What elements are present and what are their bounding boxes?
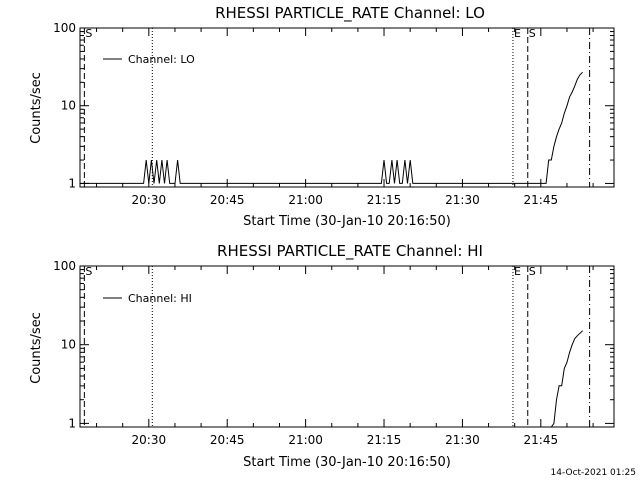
- x-tick-label: 20:30: [132, 433, 167, 447]
- event-marker-label: S: [529, 27, 536, 40]
- event-marker-label: S: [529, 265, 536, 278]
- x-tick-label: 21:00: [288, 193, 323, 207]
- x-tick-label: 21:45: [524, 193, 559, 207]
- x-tick-label: 21:15: [367, 193, 402, 207]
- event-marker-label: S: [85, 27, 92, 40]
- generation-timestamp: 14-Oct-2021 01:25: [551, 468, 636, 478]
- plot-frame: [79, 265, 615, 428]
- legend-entry: Channel: LO: [128, 53, 195, 66]
- y-tick-label: 100: [53, 21, 76, 35]
- legend-entry: Channel: HI: [128, 292, 192, 305]
- x-tick-label: 21:15: [367, 433, 402, 447]
- panel-hi: RHESSI PARTICLE_RATE Channel: HI 20:30 20…: [29, 242, 615, 470]
- x-tick-label: 21:30: [445, 433, 480, 447]
- event-marker-label: S: [85, 265, 92, 278]
- data-series: [80, 71, 583, 184]
- x-axis: 20:30 20:45 21:00 21:15 21:30 21:45: [96, 266, 594, 447]
- x-tick-label: 21:45: [524, 433, 559, 447]
- series-line: [80, 71, 583, 184]
- x-tick-label: 20:45: [210, 433, 245, 447]
- y-tick-label: 1: [68, 176, 76, 190]
- y-axis-label: Counts/sec: [29, 312, 44, 384]
- x-tick-label: 20:30: [132, 193, 167, 207]
- data-series: [80, 330, 583, 428]
- panel-title: RHESSI PARTICLE_RATE Channel: HI: [217, 242, 483, 261]
- y-axis-label: Counts/sec: [29, 72, 44, 144]
- x-axis: 20:30 20:45 21:00 21:15 21:30 21:45: [96, 28, 594, 207]
- x-axis-label: Start Time (30-Jan-10 20:16:50): [243, 455, 451, 470]
- y-axis: 1 10 100: [53, 21, 614, 190]
- panel-lo: RHESSI PARTICLE_RATE Channel: LO 20:30 20…: [29, 4, 615, 229]
- y-tick-label: 100: [53, 259, 76, 273]
- panel-title: RHESSI PARTICLE_RATE Channel: LO: [215, 4, 485, 23]
- event-marker-label: E: [514, 265, 521, 278]
- x-tick-label: 21:00: [288, 433, 323, 447]
- y-tick-label: 10: [61, 99, 76, 113]
- y-axis: 1 10 100: [53, 259, 614, 430]
- event-marker-label: E: [514, 27, 521, 40]
- y-tick-label: 10: [61, 338, 76, 352]
- plot-frame: [79, 27, 615, 188]
- x-tick-label: 21:30: [445, 193, 480, 207]
- x-tick-label: 20:45: [210, 193, 245, 207]
- y-tick-label: 1: [68, 416, 76, 430]
- x-axis-label: Start Time (30-Jan-10 20:16:50): [243, 214, 451, 229]
- series-line: [80, 330, 583, 428]
